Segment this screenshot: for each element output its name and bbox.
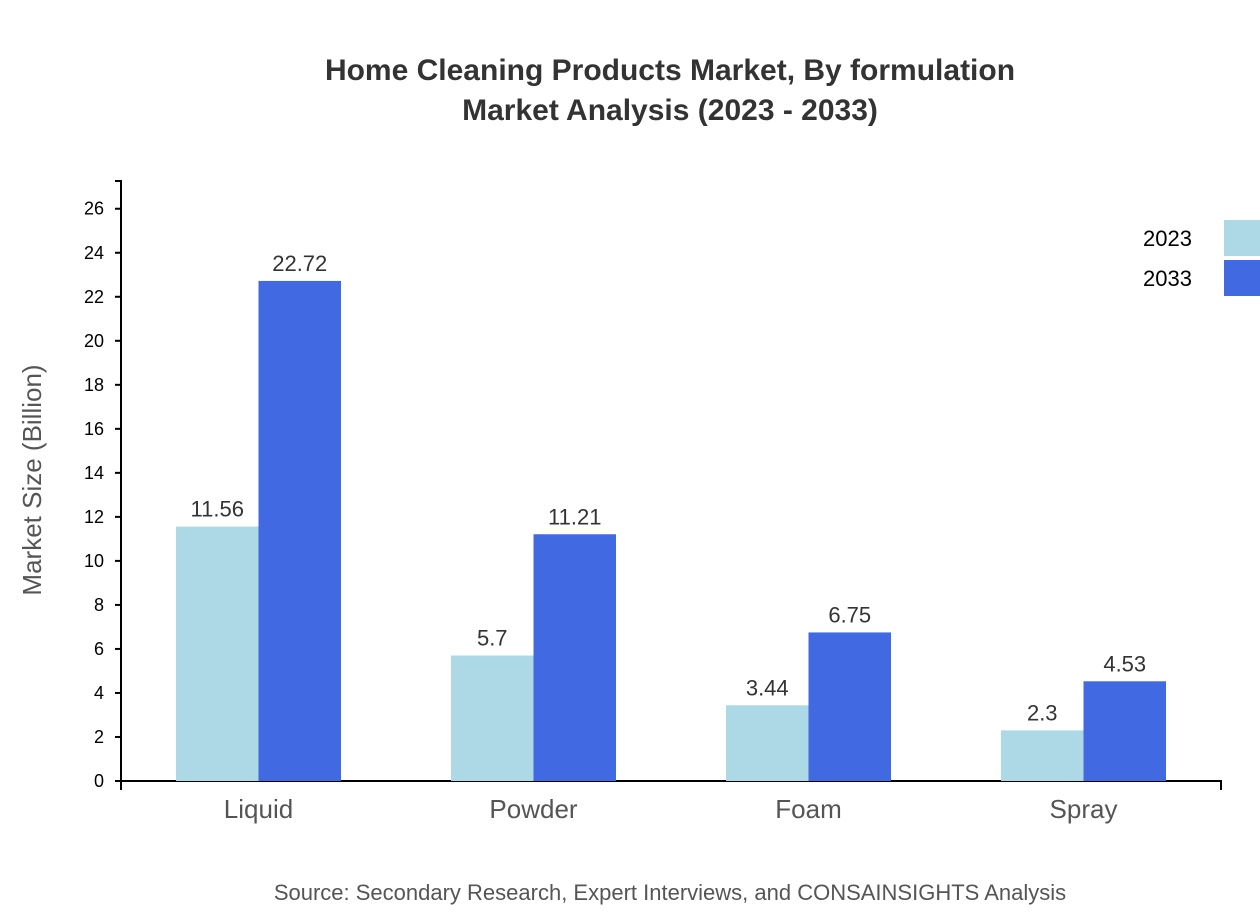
y-tick-label: 4 (94, 683, 104, 703)
y-tick-label: 20 (84, 331, 104, 351)
data-label: 11.21 (548, 504, 601, 529)
y-tick-label: 8 (94, 595, 104, 615)
bar-2023-foam (726, 705, 809, 781)
data-label: 3.44 (746, 675, 789, 700)
bar-2033-spray (1083, 681, 1166, 781)
y-axis-line (115, 180, 122, 782)
legend: 2023 2033 (1143, 220, 1260, 296)
x-tick-label: Powder (489, 794, 577, 824)
plot-area: 02468101214161820222426Liquid11.5622.72P… (84, 180, 1222, 824)
y-tick-label: 6 (94, 639, 104, 659)
legend-swatch (1224, 260, 1260, 296)
x-tick-label: Liquid (224, 794, 293, 824)
data-label: 5.7 (477, 626, 508, 651)
source-note: Source: Secondary Research, Expert Inter… (274, 880, 1066, 905)
y-tick-label: 0 (94, 771, 104, 791)
data-label: 4.53 (1103, 651, 1146, 676)
y-tick-label: 24 (84, 243, 104, 263)
y-tick-label: 16 (84, 419, 104, 439)
y-tick-label: 18 (84, 375, 104, 395)
bar-2023-powder (451, 655, 534, 781)
legend-label: 2033 (1143, 266, 1192, 291)
y-tick-label: 26 (84, 199, 104, 219)
y-tick-label: 10 (84, 551, 104, 571)
data-label: 11.56 (191, 497, 244, 522)
data-label: 6.75 (828, 602, 871, 627)
y-tick-label: 12 (84, 507, 104, 527)
legend-label: 2023 (1143, 226, 1192, 251)
y-axis-label: Market Size (Billion) (17, 364, 47, 595)
data-label: 22.72 (272, 251, 327, 276)
x-tick-label: Spray (1050, 794, 1118, 824)
bar-2033-foam (808, 632, 891, 781)
data-label: 2.3 (1027, 700, 1058, 725)
y-tick-label: 14 (84, 463, 104, 483)
chart-title: Home Cleaning Products Market, By formul… (325, 54, 1015, 87)
y-tick-label: 22 (84, 287, 104, 307)
x-tick-label: Foam (775, 794, 841, 824)
bar-2023-spray (1001, 730, 1084, 781)
bar-2023-liquid (176, 526, 259, 781)
chart-subtitle: Market Analysis (2023 - 2033) (462, 94, 878, 127)
bar-2033-liquid (258, 280, 341, 781)
legend-swatch (1224, 220, 1260, 256)
x-axis-line (120, 780, 1222, 790)
y-tick-label: 2 (94, 727, 104, 747)
bar-2033-powder (533, 534, 616, 781)
